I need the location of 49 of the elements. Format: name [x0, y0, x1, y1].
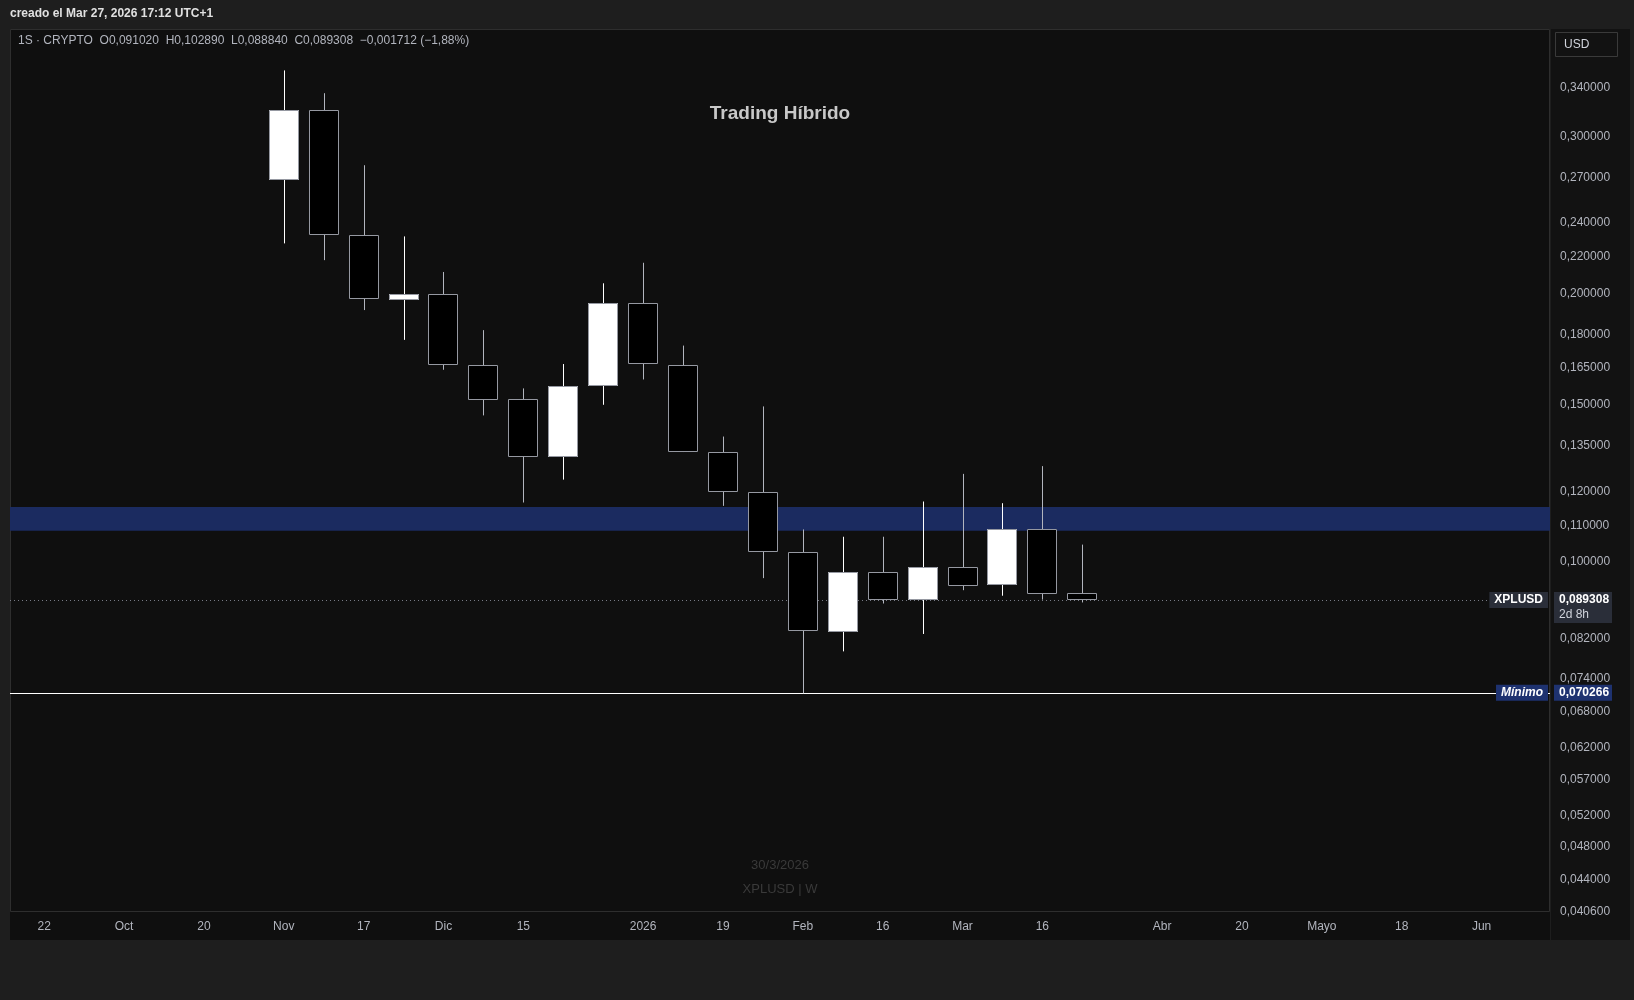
text: 0,089308 [1559, 592, 1610, 607]
x-tick-label: 19 [716, 918, 730, 933]
text: 2d 8h [1559, 607, 1590, 622]
y-tick-label: 0,074000 [1560, 671, 1611, 686]
x-tick-label: 2026 [629, 918, 657, 933]
y-tick-label: 0,110000 [1560, 517, 1610, 532]
y-tick-label: 0,165000 [1560, 360, 1611, 375]
x-tick-label: 22 [37, 918, 52, 933]
y-tick-label: 0,048000 [1560, 838, 1611, 853]
x-tick-label: Jun [1471, 918, 1492, 933]
ref-line-label: XPLUSD [1494, 592, 1544, 607]
y-tick-label: 0,040600 [1560, 903, 1611, 918]
y-tick-label: 0,340000 [1560, 80, 1611, 95]
y-tick-label: 0,052000 [1560, 807, 1611, 822]
y-tick-label: 0,120000 [1560, 483, 1611, 498]
y-tick-label: 0,240000 [1560, 215, 1611, 230]
y-axis-title: USD [1564, 37, 1590, 52]
text: creado el Mar 27, 2026 17:12 UTC+1 [10, 6, 214, 21]
y-tick-label: 0,062000 [1560, 739, 1611, 754]
y-tick-label: 0,180000 [1560, 326, 1611, 341]
ref-line-label: Mínimo [1501, 685, 1544, 700]
x-tick-label: Dic [434, 918, 453, 933]
x-tick-label: Oct [114, 918, 135, 933]
y-tick-label: 0,150000 [1560, 397, 1611, 412]
x-tick-label: Mar [952, 918, 973, 933]
x-tick-label: Nov [273, 918, 295, 933]
y-tick-label: 0,220000 [1560, 249, 1611, 264]
y-tick-label: 0,068000 [1560, 703, 1611, 718]
y-tick-label: 0,300000 [1560, 128, 1611, 143]
y-tick-label: 0,100000 [1560, 554, 1611, 569]
x-tick-label: Feb [792, 918, 814, 933]
x-tick-label: 16 [875, 918, 890, 933]
x-tick-label: 16 [1035, 918, 1050, 933]
x-tick-label: 15 [516, 918, 531, 933]
text: Trading Híbrido [709, 102, 851, 124]
annotation: 1S · CRYPTO O0,091020 H0,102890 L0,088840 C0,089308 −0,001712 (−1,88%) [18, 33, 470, 48]
y-tick-label: 0,200000 [1560, 285, 1611, 300]
text: 0,070266 [1559, 685, 1610, 700]
x-tick-label: 20 [197, 918, 211, 933]
x-tick-label: Mayo [1307, 918, 1337, 933]
y-tick-label: 0,082000 [1560, 631, 1611, 646]
y-tick-label: 0,044000 [1560, 872, 1611, 887]
y-tick-label: 0,270000 [1560, 169, 1611, 184]
y-tick-label: 0,057000 [1560, 772, 1611, 787]
x-tick-label: 17 [356, 918, 371, 933]
x-tick-label: 20 [1235, 918, 1249, 933]
x-tick-label: 18 [1395, 918, 1409, 933]
y-tick-label: 0,135000 [1560, 438, 1611, 453]
x-tick-label: Abr [1152, 918, 1172, 933]
